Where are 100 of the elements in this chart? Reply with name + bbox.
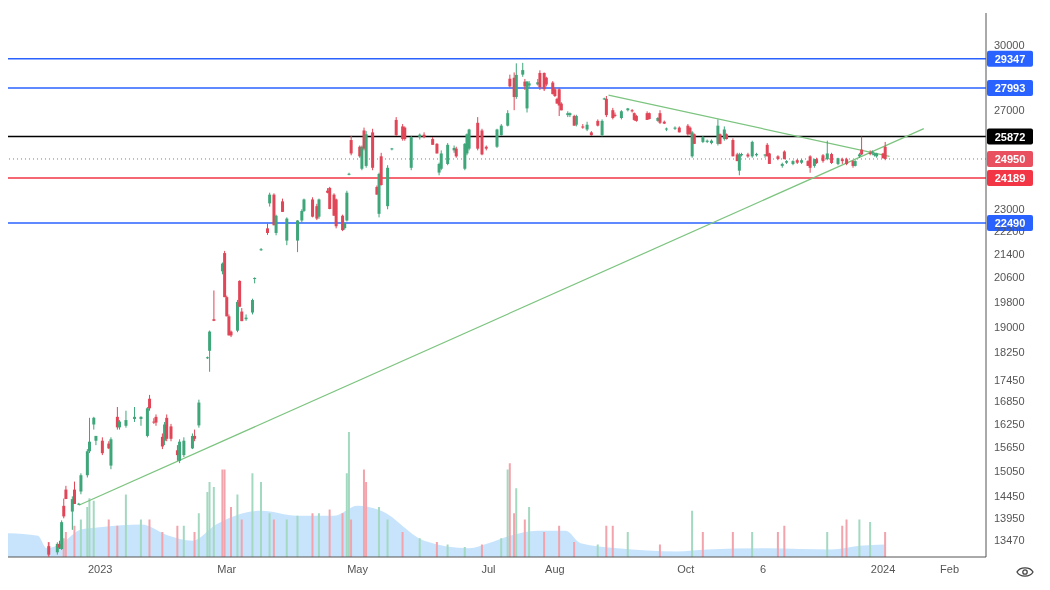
bar xyxy=(841,525,844,557)
bar xyxy=(268,513,271,557)
candlestick xyxy=(349,135,353,156)
y-tick-label: 17450 xyxy=(994,373,1025,386)
y-tick-label: 18250 xyxy=(994,346,1025,359)
candlestick xyxy=(139,415,143,427)
bar xyxy=(543,532,546,557)
bar xyxy=(869,522,872,557)
candlestick xyxy=(390,147,394,151)
candlestick xyxy=(508,74,512,89)
bar xyxy=(826,532,829,557)
bar xyxy=(350,519,353,557)
bar xyxy=(626,532,629,557)
bar xyxy=(148,519,151,557)
bar xyxy=(401,532,404,557)
bar xyxy=(92,500,95,557)
bar xyxy=(176,525,179,557)
bar xyxy=(260,482,263,557)
ref-line-label: 24189 xyxy=(994,172,1026,185)
bar xyxy=(418,538,421,557)
x-tick-label: 6 xyxy=(759,562,767,575)
bar xyxy=(212,487,215,557)
y-tick-label: 20600 xyxy=(994,271,1025,284)
bar xyxy=(845,519,848,557)
bar xyxy=(605,525,608,557)
bar xyxy=(285,519,288,557)
bar xyxy=(558,525,561,557)
candlestick xyxy=(446,142,450,166)
bar xyxy=(341,513,344,557)
candlestick xyxy=(274,214,278,236)
x-tick-label: May xyxy=(347,562,369,575)
x-tick-label: Feb xyxy=(940,562,960,575)
bar xyxy=(139,519,142,557)
y-tick-label: 16850 xyxy=(994,395,1025,408)
bar xyxy=(272,519,275,557)
bar xyxy=(435,542,438,557)
bar xyxy=(751,532,754,557)
bar xyxy=(377,507,380,557)
bar xyxy=(347,432,350,557)
bar xyxy=(296,515,299,557)
bar xyxy=(182,525,185,557)
bar xyxy=(528,507,531,557)
bar xyxy=(691,510,694,557)
candlestick xyxy=(124,410,128,429)
y-tick-label: 13470 xyxy=(994,533,1025,546)
bar xyxy=(116,525,119,557)
candlestick xyxy=(495,128,499,149)
bar xyxy=(236,494,239,557)
y-tick-label: 16250 xyxy=(994,417,1025,430)
x-tick-label: Oct xyxy=(677,562,695,575)
ref-line-label: 24950 xyxy=(994,152,1026,165)
x-tick-label: 2023 xyxy=(87,562,113,575)
ref-line-label: 25872 xyxy=(994,130,1026,143)
y-tick-label: 21400 xyxy=(994,247,1025,260)
bar xyxy=(515,488,518,557)
bar xyxy=(197,513,200,557)
bar xyxy=(611,525,614,557)
bar xyxy=(386,519,389,557)
bar xyxy=(208,482,211,557)
bar xyxy=(311,513,314,557)
bar xyxy=(701,532,704,557)
bar xyxy=(88,498,91,557)
bar xyxy=(107,519,110,557)
bar xyxy=(251,473,254,557)
x-tick-label: 2024 xyxy=(870,562,896,575)
bar xyxy=(500,538,503,557)
bar xyxy=(508,463,511,557)
bar xyxy=(884,532,887,557)
bar xyxy=(513,513,516,557)
y-tick-label: 15650 xyxy=(994,441,1025,454)
bar xyxy=(79,519,82,557)
bar xyxy=(161,532,164,557)
bar xyxy=(776,532,779,557)
candlestick xyxy=(613,111,617,118)
candlestick xyxy=(79,472,83,495)
bar xyxy=(240,519,243,557)
bar xyxy=(523,519,526,557)
x-tick-label: Jul xyxy=(481,562,496,575)
bar xyxy=(362,469,365,557)
bar xyxy=(506,469,509,557)
x-tick-label: Aug xyxy=(545,562,565,575)
bar xyxy=(73,525,76,557)
bar xyxy=(193,532,196,557)
y-tick-label: 23000 xyxy=(994,203,1025,216)
bar xyxy=(124,494,127,557)
bar xyxy=(783,525,786,557)
y-tick-label: 19800 xyxy=(994,295,1025,308)
y-tick-label: 13950 xyxy=(994,512,1025,525)
bar xyxy=(229,507,232,557)
candlestick xyxy=(467,128,471,151)
bar xyxy=(573,542,576,557)
candlestick xyxy=(394,116,398,137)
y-tick-label: 19000 xyxy=(994,321,1025,334)
y-tick-label: 15050 xyxy=(994,465,1025,478)
y-tick-label: 14450 xyxy=(994,490,1025,503)
bar xyxy=(317,513,320,557)
candlestick xyxy=(182,436,186,458)
candlestick xyxy=(296,219,300,253)
bar xyxy=(328,509,331,557)
x-tick-label: Mar xyxy=(217,562,237,575)
